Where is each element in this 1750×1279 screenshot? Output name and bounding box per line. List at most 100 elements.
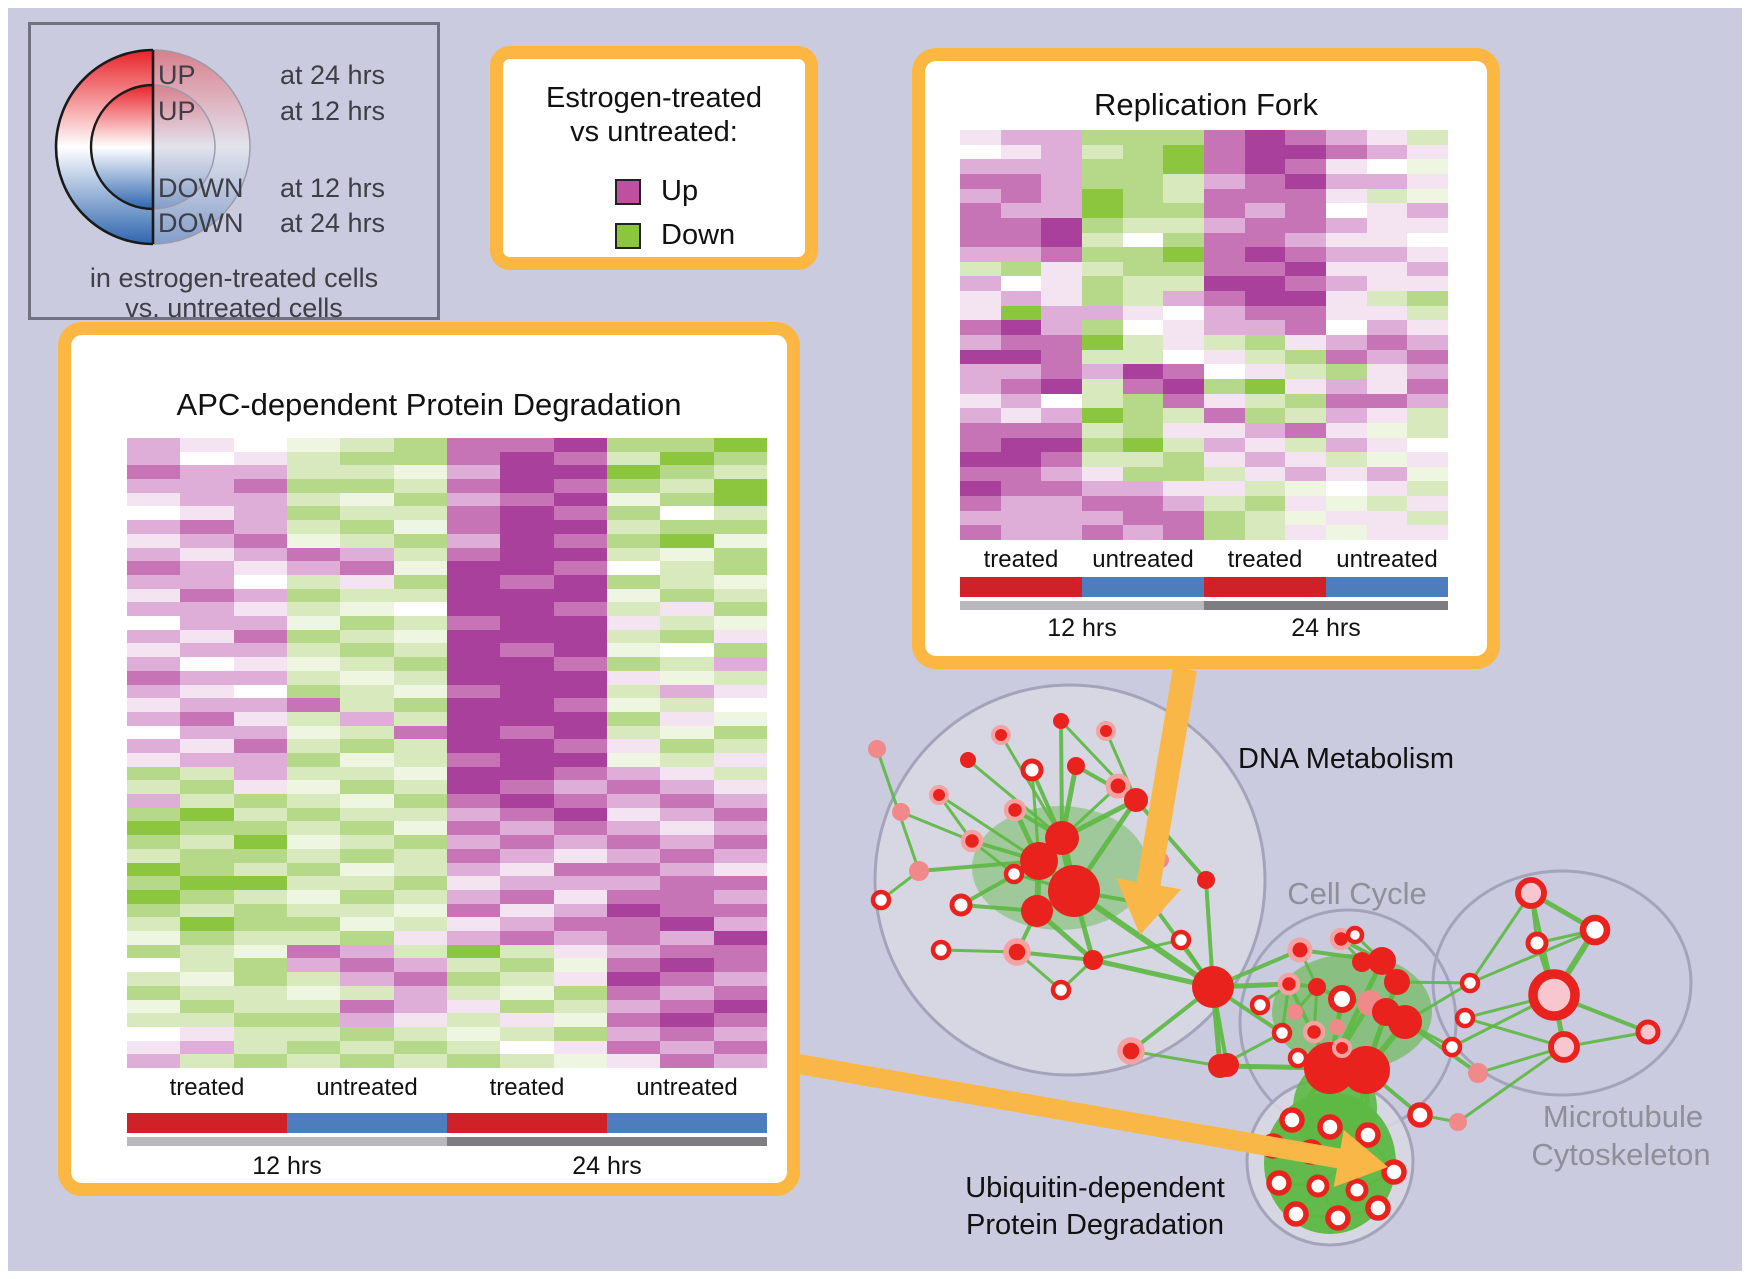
heatmap-cell — [286, 780, 341, 795]
heatmap-cell — [1285, 305, 1326, 321]
heatmap-cell — [393, 862, 447, 877]
heatmap-cell — [660, 465, 714, 480]
heatmap-cell — [1326, 437, 1367, 453]
heatmap-cell — [233, 561, 287, 575]
heatmap-cell — [446, 931, 501, 945]
heatmap-cell — [960, 130, 1001, 145]
heatmap-cell — [713, 862, 767, 877]
heatmap-cell — [660, 931, 714, 945]
heatmap-cell — [1366, 188, 1408, 204]
heatmap-cell — [180, 492, 234, 507]
heatmap-cell — [1244, 130, 1286, 145]
heatmap-cell — [393, 698, 447, 712]
heatmap-cell — [713, 547, 767, 562]
heatmap-cell — [1366, 130, 1408, 145]
time-bar-segment — [127, 1137, 447, 1146]
heatmap-cell — [553, 616, 607, 630]
node-color-decoder-legend: UP at 24 hrs UP at 12 hrs DOWN at 12 hrs… — [28, 22, 440, 323]
heatmap-cell — [340, 766, 394, 781]
heatmap-cell — [960, 510, 1001, 526]
heatmap-cell — [1366, 261, 1408, 277]
heatmap-cell — [553, 1054, 607, 1068]
heatmap-cell — [340, 574, 394, 589]
heatmap-cell — [553, 821, 607, 836]
heatmap-cell — [1326, 422, 1367, 438]
heatmap-cell — [180, 561, 234, 575]
heatmap-cell — [500, 616, 554, 630]
heatmap-cell — [393, 766, 447, 781]
heatmap-cell — [127, 876, 181, 890]
heatmap-cell — [1041, 510, 1082, 526]
heatmap-cell — [1204, 232, 1245, 248]
group-label: untreated — [636, 1074, 738, 1101]
rf-group-labels: treated untreated treated untreated — [960, 546, 1448, 573]
heatmap-cell — [127, 533, 181, 548]
heatmap-cell — [1244, 481, 1286, 497]
heatmap-cell — [1082, 173, 1123, 189]
heatmap-cell — [1163, 261, 1204, 277]
heatmap-cell — [233, 711, 287, 726]
network-node — [1525, 931, 1549, 955]
heatmap-cell — [606, 1026, 661, 1041]
heatmap-cell — [1244, 393, 1286, 409]
heatmap-cell — [1000, 364, 1042, 379]
heatmap-cell — [286, 547, 341, 562]
heatmap-cell — [1041, 393, 1082, 409]
heatmap-cell — [1163, 173, 1204, 189]
heatmap-cell — [1041, 437, 1082, 453]
network-node — [929, 785, 949, 805]
heatmap-cell — [960, 188, 1001, 204]
heatmap-cell — [127, 711, 181, 726]
panel-to-cluster-arrow-shaft — [1135, 666, 1197, 892]
heatmap-cell — [1122, 232, 1164, 248]
heatmap-cell — [1407, 510, 1448, 526]
network-node — [1306, 1174, 1330, 1198]
network-node — [1053, 713, 1069, 729]
heatmap-cell — [1204, 159, 1245, 174]
heatmap-cell — [180, 438, 234, 452]
heatmap-cell — [286, 479, 341, 493]
heatmap-cell — [127, 889, 181, 904]
heatmap-cell — [1041, 349, 1082, 365]
network-edge — [900, 810, 973, 843]
heatmap-cell — [393, 451, 447, 466]
heatmap-cell — [1000, 437, 1042, 453]
heatmap-cell — [127, 588, 181, 603]
heatmap-cell — [660, 903, 714, 918]
heatmap-cell — [446, 465, 501, 480]
heatmap-cell — [180, 807, 234, 822]
heatmap-cell — [960, 452, 1001, 467]
heatmap-cell — [233, 917, 287, 932]
heatmap-cell — [1407, 408, 1448, 423]
heatmap-cell — [500, 766, 554, 781]
heatmap-cell — [393, 972, 447, 986]
heatmap-cell — [180, 848, 234, 863]
heatmap-cell — [1000, 217, 1042, 233]
heatmap-cell — [446, 561, 501, 575]
heatmap-cell — [1244, 349, 1286, 365]
heatmap-cell — [1407, 305, 1448, 321]
heatmap-cell — [393, 643, 447, 658]
heatmap-cell — [1000, 335, 1042, 350]
treatment-bar-segment — [287, 1113, 447, 1133]
heatmap-cell — [286, 862, 341, 877]
heatmap-cell — [660, 1026, 714, 1041]
network-node — [1449, 1113, 1467, 1131]
heatmap-cell — [660, 752, 714, 767]
heatmap-cell — [127, 739, 181, 753]
network-node — [1317, 1114, 1343, 1140]
heatmap-cell — [1041, 203, 1082, 218]
heatmap-cell — [606, 766, 661, 781]
heatmap-cell — [1407, 349, 1448, 365]
heatmap-cell — [180, 835, 234, 849]
decoder-down24-time: at 24 hrs — [280, 208, 386, 238]
heatmap-legend-title-line1: Estrogen-treated — [545, 82, 762, 114]
heatmap-cell — [713, 780, 767, 795]
heatmap-legend-title: Estrogen-treated vs untreated: — [503, 81, 805, 149]
heatmap-cell — [1204, 261, 1245, 277]
heatmap-cell — [233, 862, 287, 877]
heatmap-cell — [1082, 261, 1123, 277]
heatmap-cell — [713, 1040, 767, 1055]
heatmap-cell — [660, 629, 714, 644]
